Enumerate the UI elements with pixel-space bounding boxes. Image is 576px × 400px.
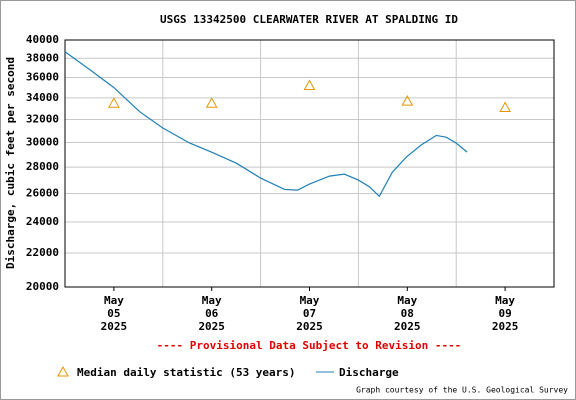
y-axis-label: Discharge, cubic feet per second xyxy=(4,57,17,269)
y-tick-label: 22000 xyxy=(26,246,59,259)
y-tick-label: 30000 xyxy=(26,136,59,149)
median-marker xyxy=(108,97,120,108)
y-tick-label: 32000 xyxy=(26,113,59,126)
x-tick-label: 08 xyxy=(401,307,414,320)
median-marker xyxy=(205,97,218,108)
x-tick-label: 2025 xyxy=(296,320,323,333)
median-marker xyxy=(401,95,414,106)
credit: Graph courtesy of the U.S. Geological Su… xyxy=(356,386,568,395)
y-tick-label: 28000 xyxy=(26,160,59,173)
x-tick-label: 06 xyxy=(205,307,219,320)
y-tick-label: 20000 xyxy=(26,280,59,293)
x-tick-label: May xyxy=(300,294,320,307)
legend-swatch xyxy=(57,365,69,377)
discharge-line xyxy=(64,51,468,198)
x-tick-label: 09 xyxy=(498,307,511,320)
y-tick-label: 26000 xyxy=(26,187,59,200)
median-marker xyxy=(303,79,316,91)
x-tick-label: 2025 xyxy=(101,320,128,333)
y-tick-label: 24000 xyxy=(26,215,59,228)
chart-title: USGS 13342500 CLEARWATER RIVER AT SPALDI… xyxy=(160,13,458,26)
x-tick-label: May xyxy=(397,294,417,307)
x-tick-label: May xyxy=(495,294,515,307)
x-tick-label: 05 xyxy=(107,307,120,320)
x-tick-label: May xyxy=(202,294,222,307)
median-marker xyxy=(499,101,511,112)
annotation: ---- Provisional Data Subject to Revisio… xyxy=(157,339,462,352)
y-tick-label: 38000 xyxy=(26,51,59,64)
y-tick-label: 40000 xyxy=(26,33,59,46)
x-tick-label: 07 xyxy=(303,307,316,320)
legend-label: Discharge xyxy=(339,366,399,379)
x-tick-label: 2025 xyxy=(492,320,519,333)
x-tick-label: 2025 xyxy=(198,320,225,333)
x-tick-label: 2025 xyxy=(394,320,421,333)
y-tick-label: 36000 xyxy=(26,71,59,84)
plot-border xyxy=(64,39,555,288)
legend-label: Median daily statistic (53 years) xyxy=(77,366,296,379)
y-tick-label: 34000 xyxy=(26,91,59,104)
x-tick-label: May xyxy=(104,294,124,307)
